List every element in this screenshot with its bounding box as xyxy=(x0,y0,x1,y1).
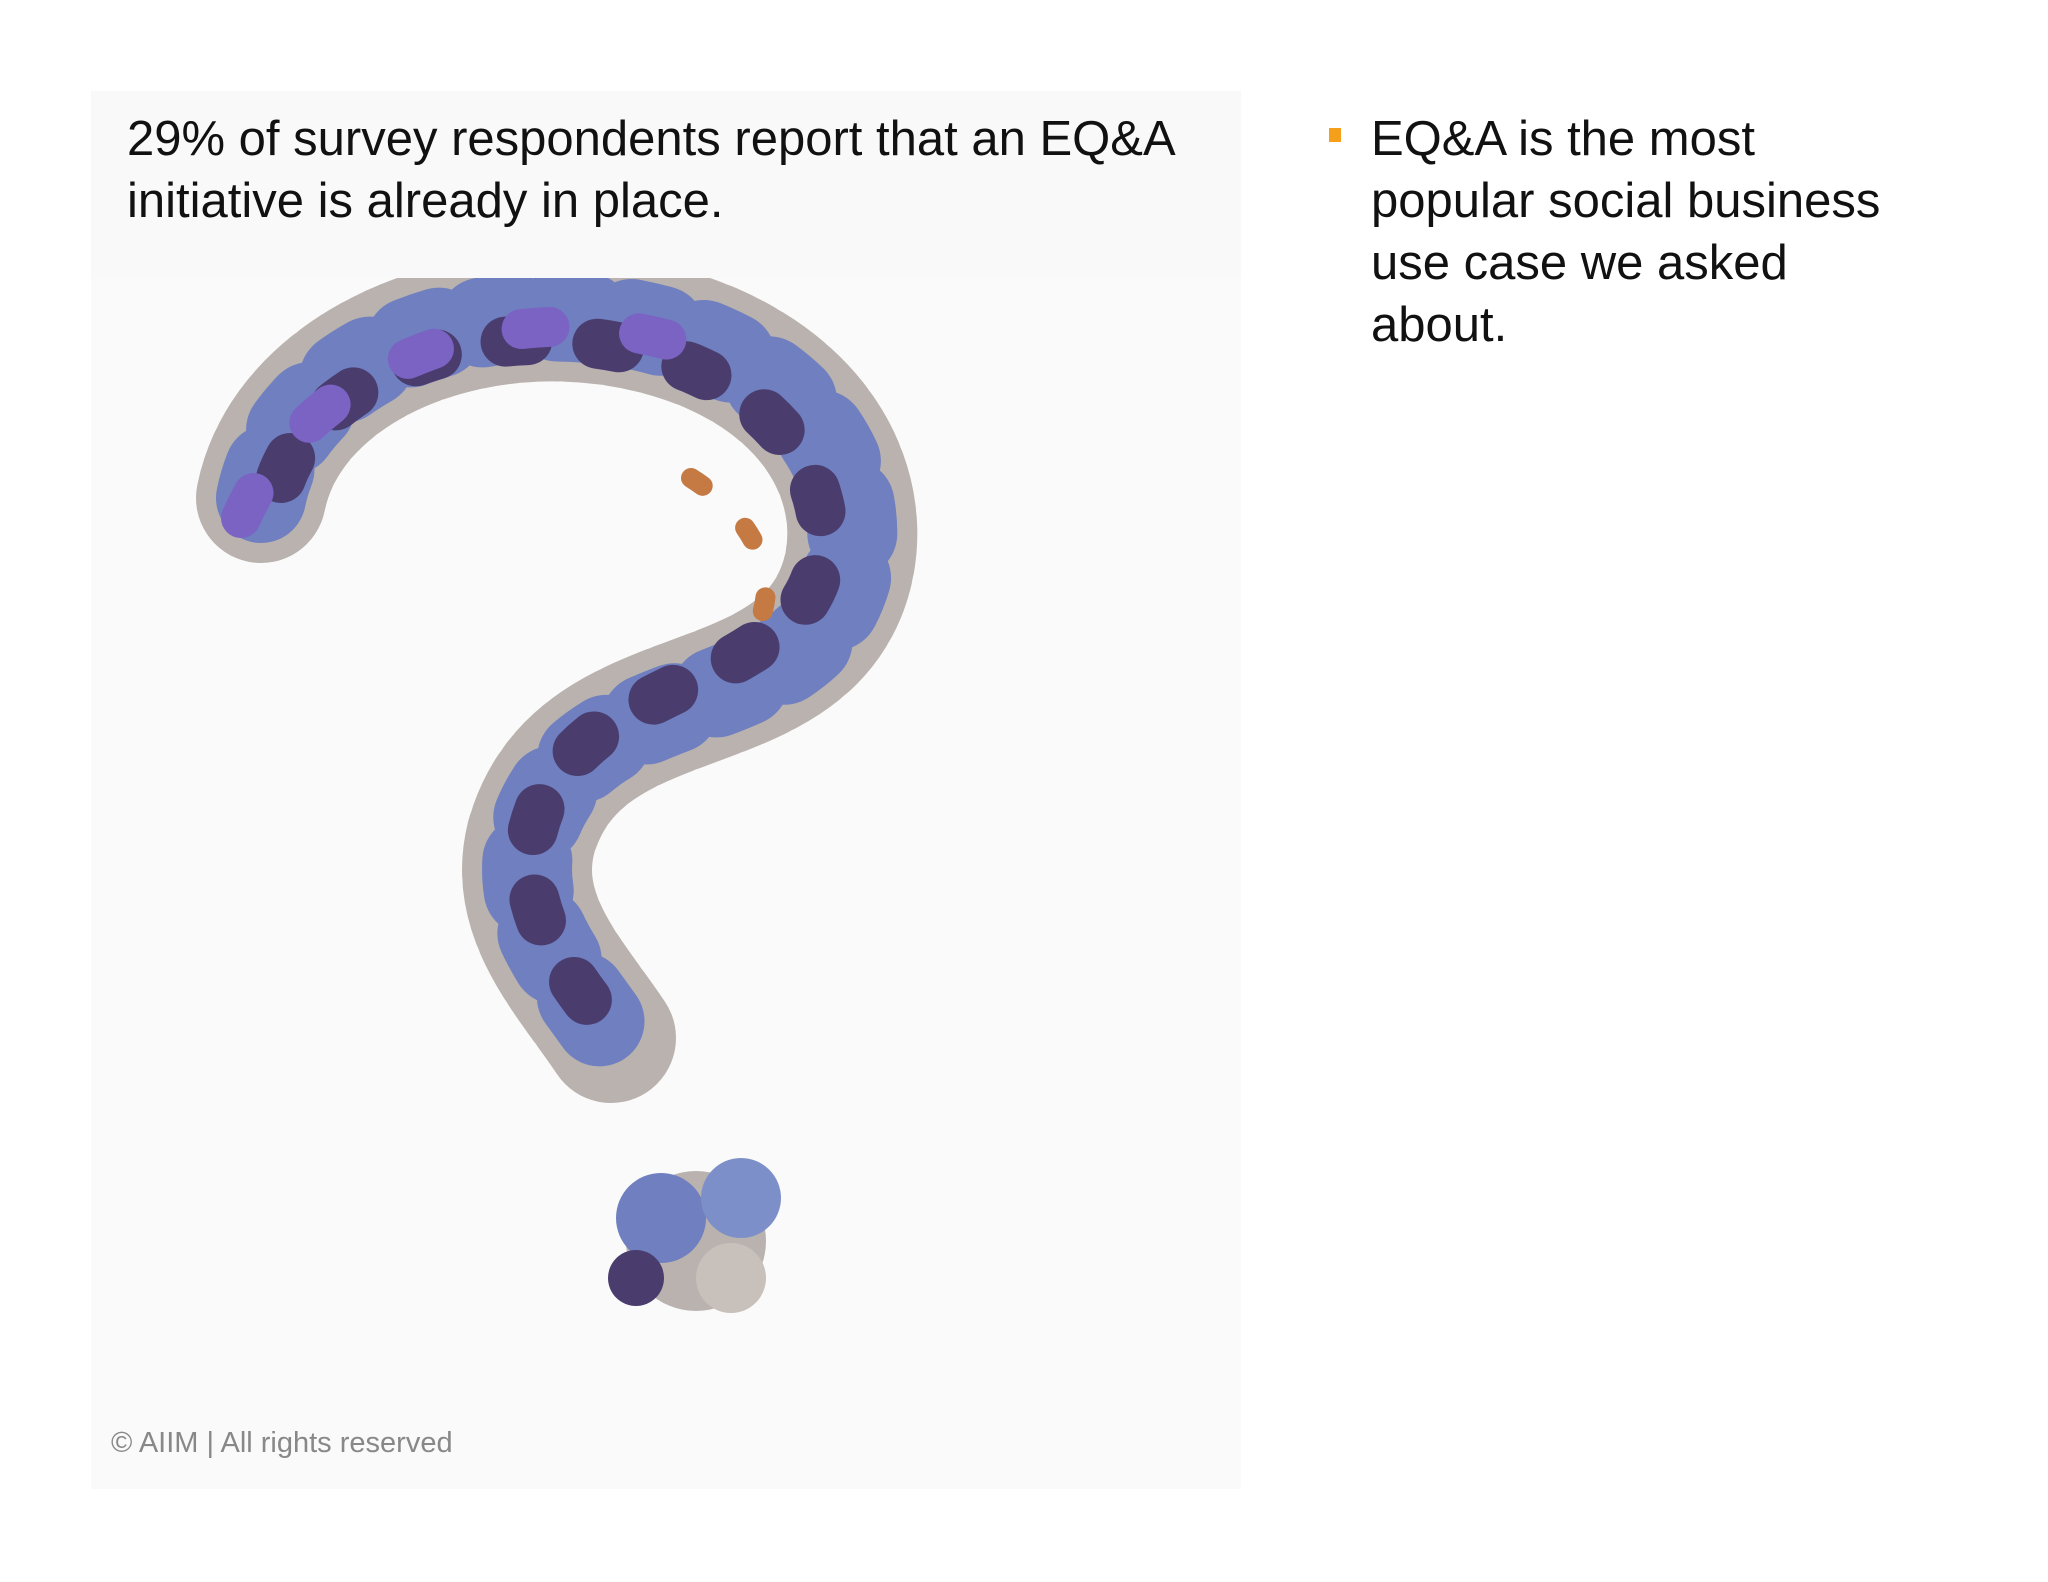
bullet: EQ&A is the most popular social business… xyxy=(1329,108,1911,356)
bullet-list: EQ&A is the most popular social business… xyxy=(1329,108,1935,356)
puzzle-question-mark xyxy=(91,278,1241,1489)
footer: © AIIM | All rights reserved xyxy=(111,1427,453,1459)
caption: 29% of survey respondents report that an… xyxy=(127,112,1173,228)
